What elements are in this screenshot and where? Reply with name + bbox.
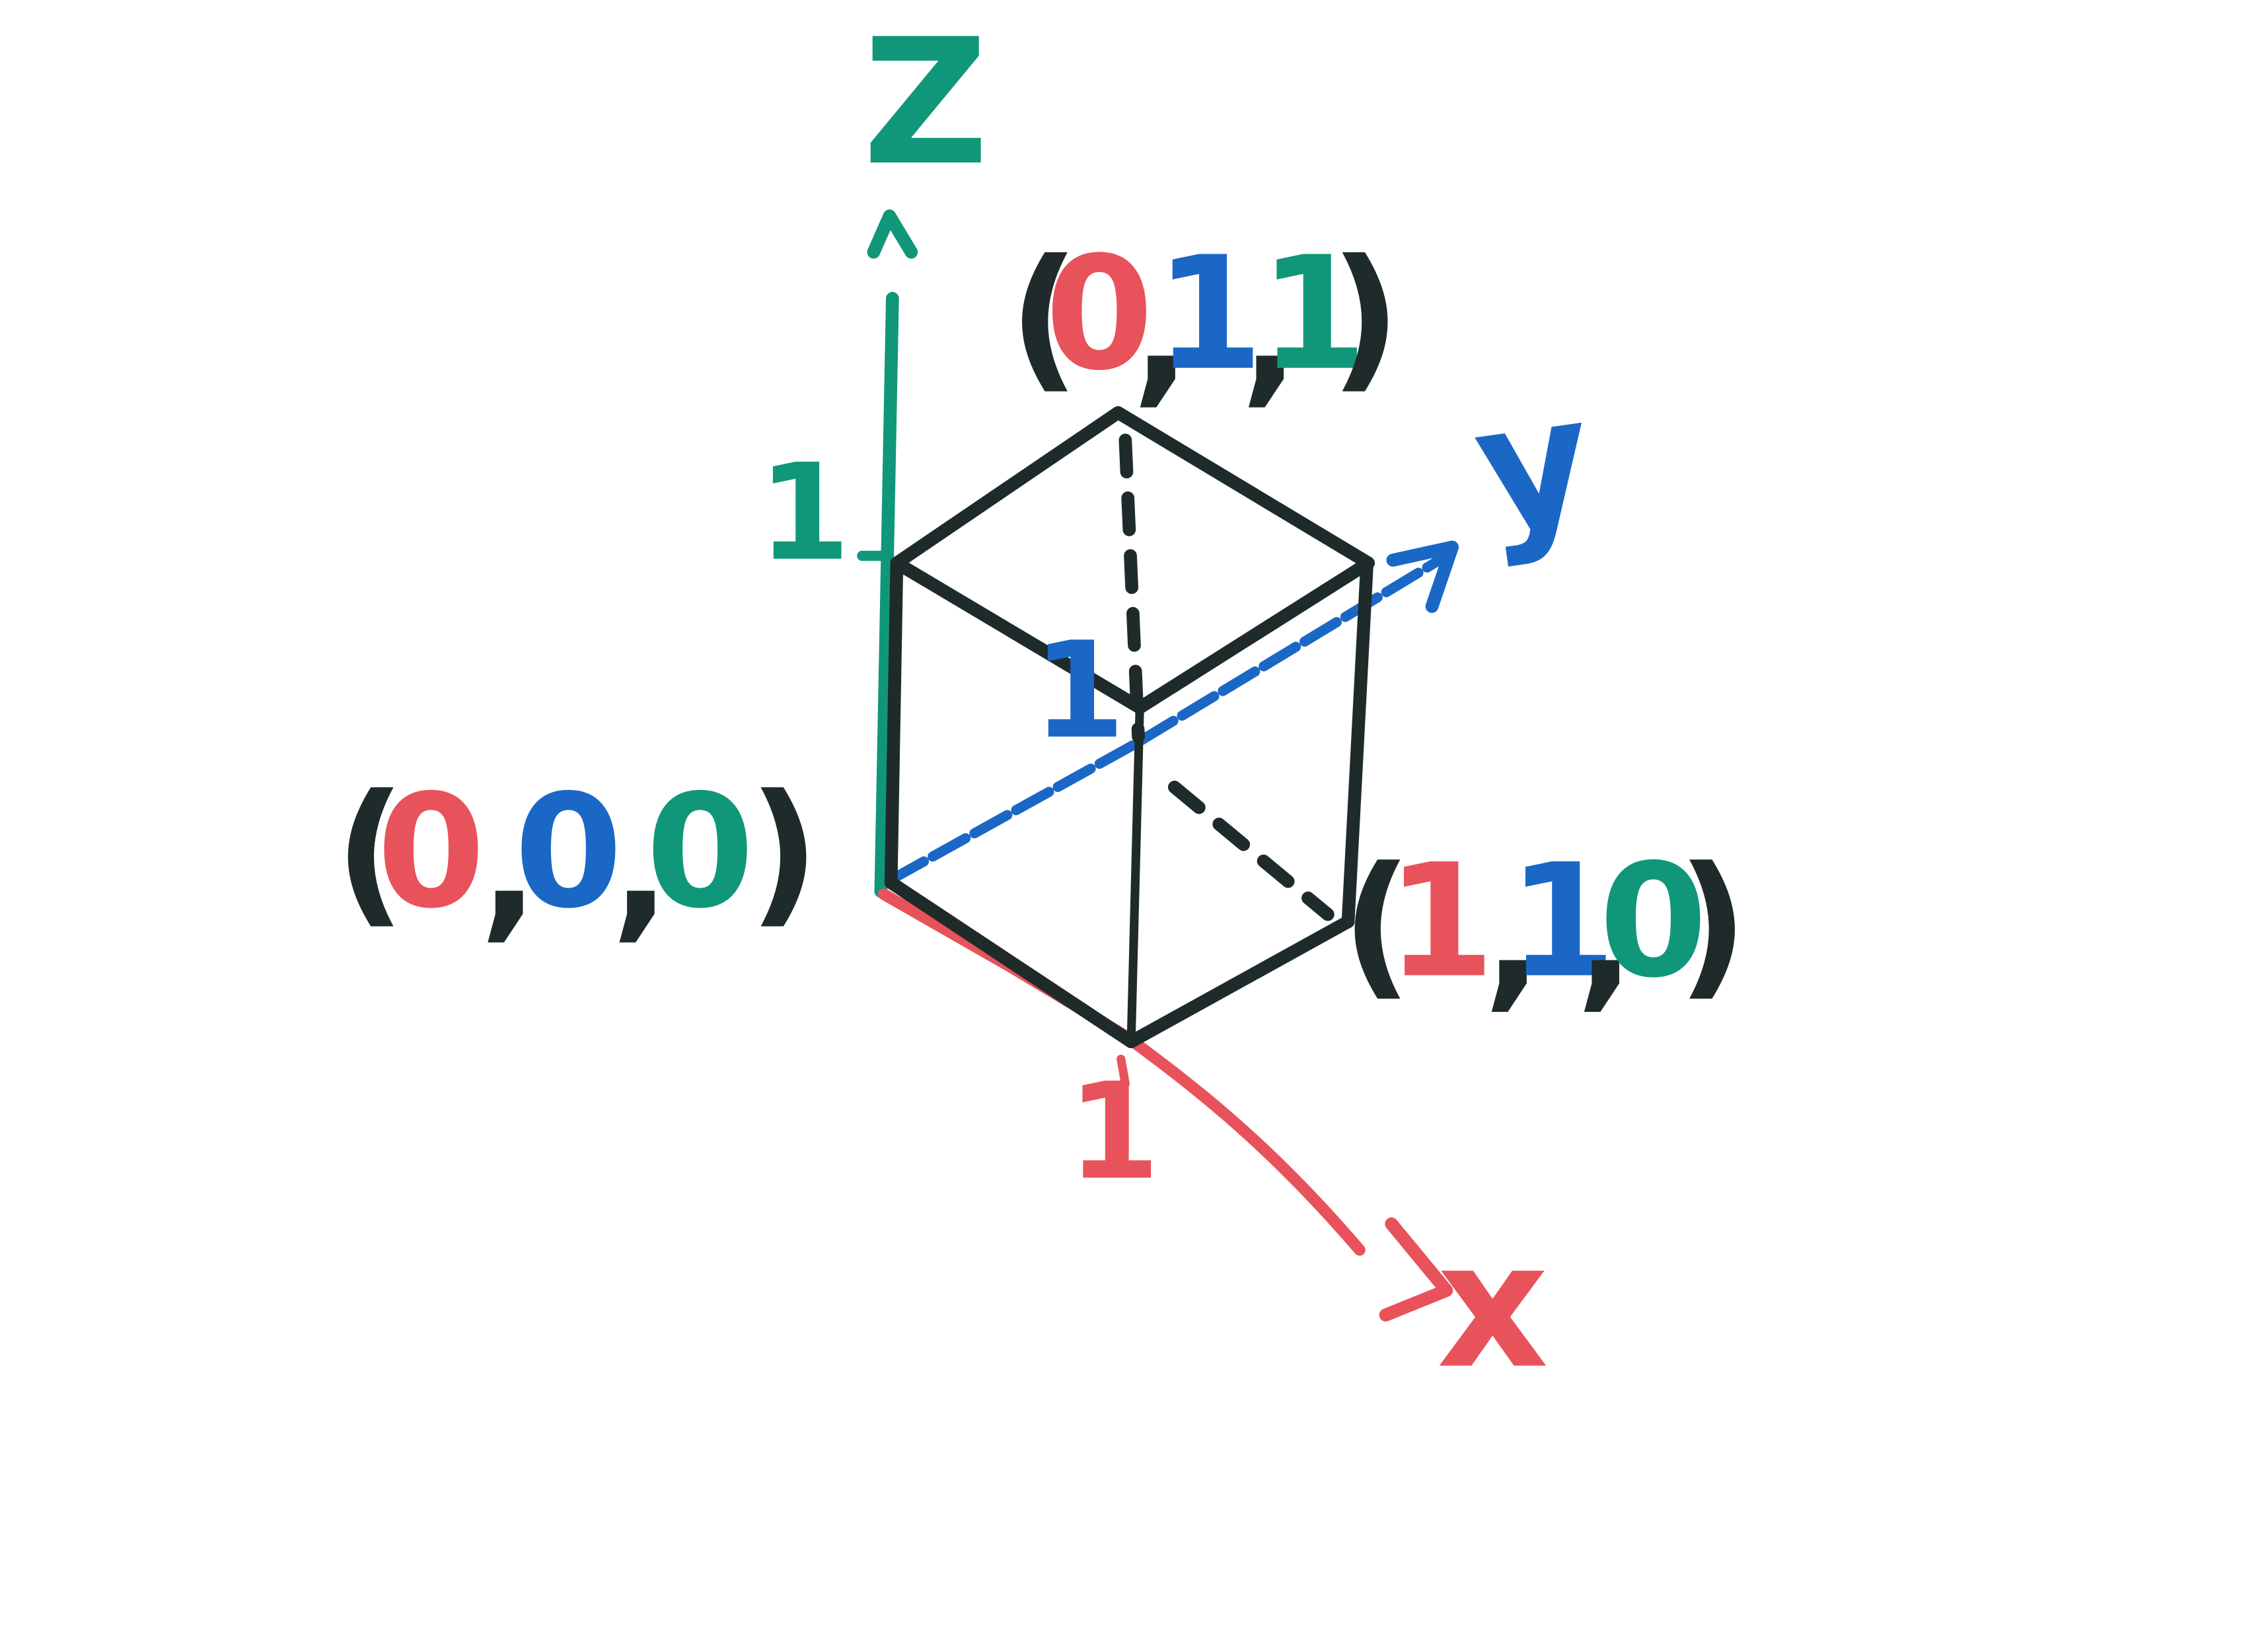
coord-right-comma-2: , [1576, 845, 1635, 1026]
cube-edge-left-vertical [884, 556, 904, 890]
coord-top-comma-2: , [1240, 240, 1299, 422]
coord-right-comma-1: , [1483, 845, 1543, 1026]
coord-origin-x: 0 [377, 761, 486, 943]
coord-right: ( 1 , 1 , 0 ) [1341, 830, 1748, 1026]
coord-origin-y: 0 [514, 761, 623, 943]
coord-top-x: 0 [1045, 223, 1154, 405]
coord-top-open: ( [1009, 226, 1080, 408]
coord-right-z: 0 [1599, 830, 1708, 1012]
coord-top-comma-1: , [1132, 240, 1191, 422]
y-axis-name: y [1463, 357, 1603, 573]
cube-edge-right-vertical [1341, 559, 1373, 929]
coord-origin-comma-1: , [480, 775, 539, 957]
x-axis-arrowhead [1379, 1217, 1453, 1322]
z-axis-arrowhead [867, 209, 918, 259]
coord-top-z: 1 [1259, 223, 1368, 405]
x-tick-label: 1 [1068, 1054, 1160, 1209]
cube-hidden-edges [1118, 433, 1335, 921]
x-axis-line [877, 888, 1366, 1256]
y-tick-label: 1 [1033, 613, 1125, 768]
coord-right-close: ) [1677, 834, 1748, 1015]
coord-origin-close: ) [749, 761, 820, 943]
z-axis-name: z [863, 1, 988, 203]
z-tick-label: 1 [758, 435, 850, 590]
z-axis-line [874, 291, 899, 898]
coord-right-x: 1 [1386, 830, 1495, 1012]
y-axis-arrowhead [1386, 540, 1459, 614]
coord-origin: ( 0 , 0 , 0 ) [334, 761, 819, 957]
coord-top: ( 0 , 1 , 1 ) [1009, 223, 1401, 422]
z-axis [857, 209, 918, 898]
cube-edge-front-vertical [1126, 703, 1144, 1046]
x-axis-tick [1116, 1054, 1130, 1088]
coord-origin-z: 0 [645, 761, 754, 943]
coord-right-open: ( [1341, 834, 1412, 1015]
x-axis-name: x [1437, 1205, 1549, 1407]
coord-right-y: 1 [1508, 830, 1617, 1012]
hidden-edge-vertical [1118, 433, 1145, 744]
coord-origin-comma-2: , [611, 775, 671, 957]
coord-origin-open: ( [334, 761, 406, 943]
hidden-edge-diagonal [1167, 780, 1335, 921]
cube [884, 406, 1375, 1049]
coord-top-y: 1 [1155, 223, 1264, 405]
x-axis [877, 888, 1453, 1322]
coord-top-close: ) [1330, 226, 1401, 408]
cube-edge-bottom-left [884, 876, 1138, 1049]
cube-edge-bottom-right [1124, 915, 1355, 1049]
